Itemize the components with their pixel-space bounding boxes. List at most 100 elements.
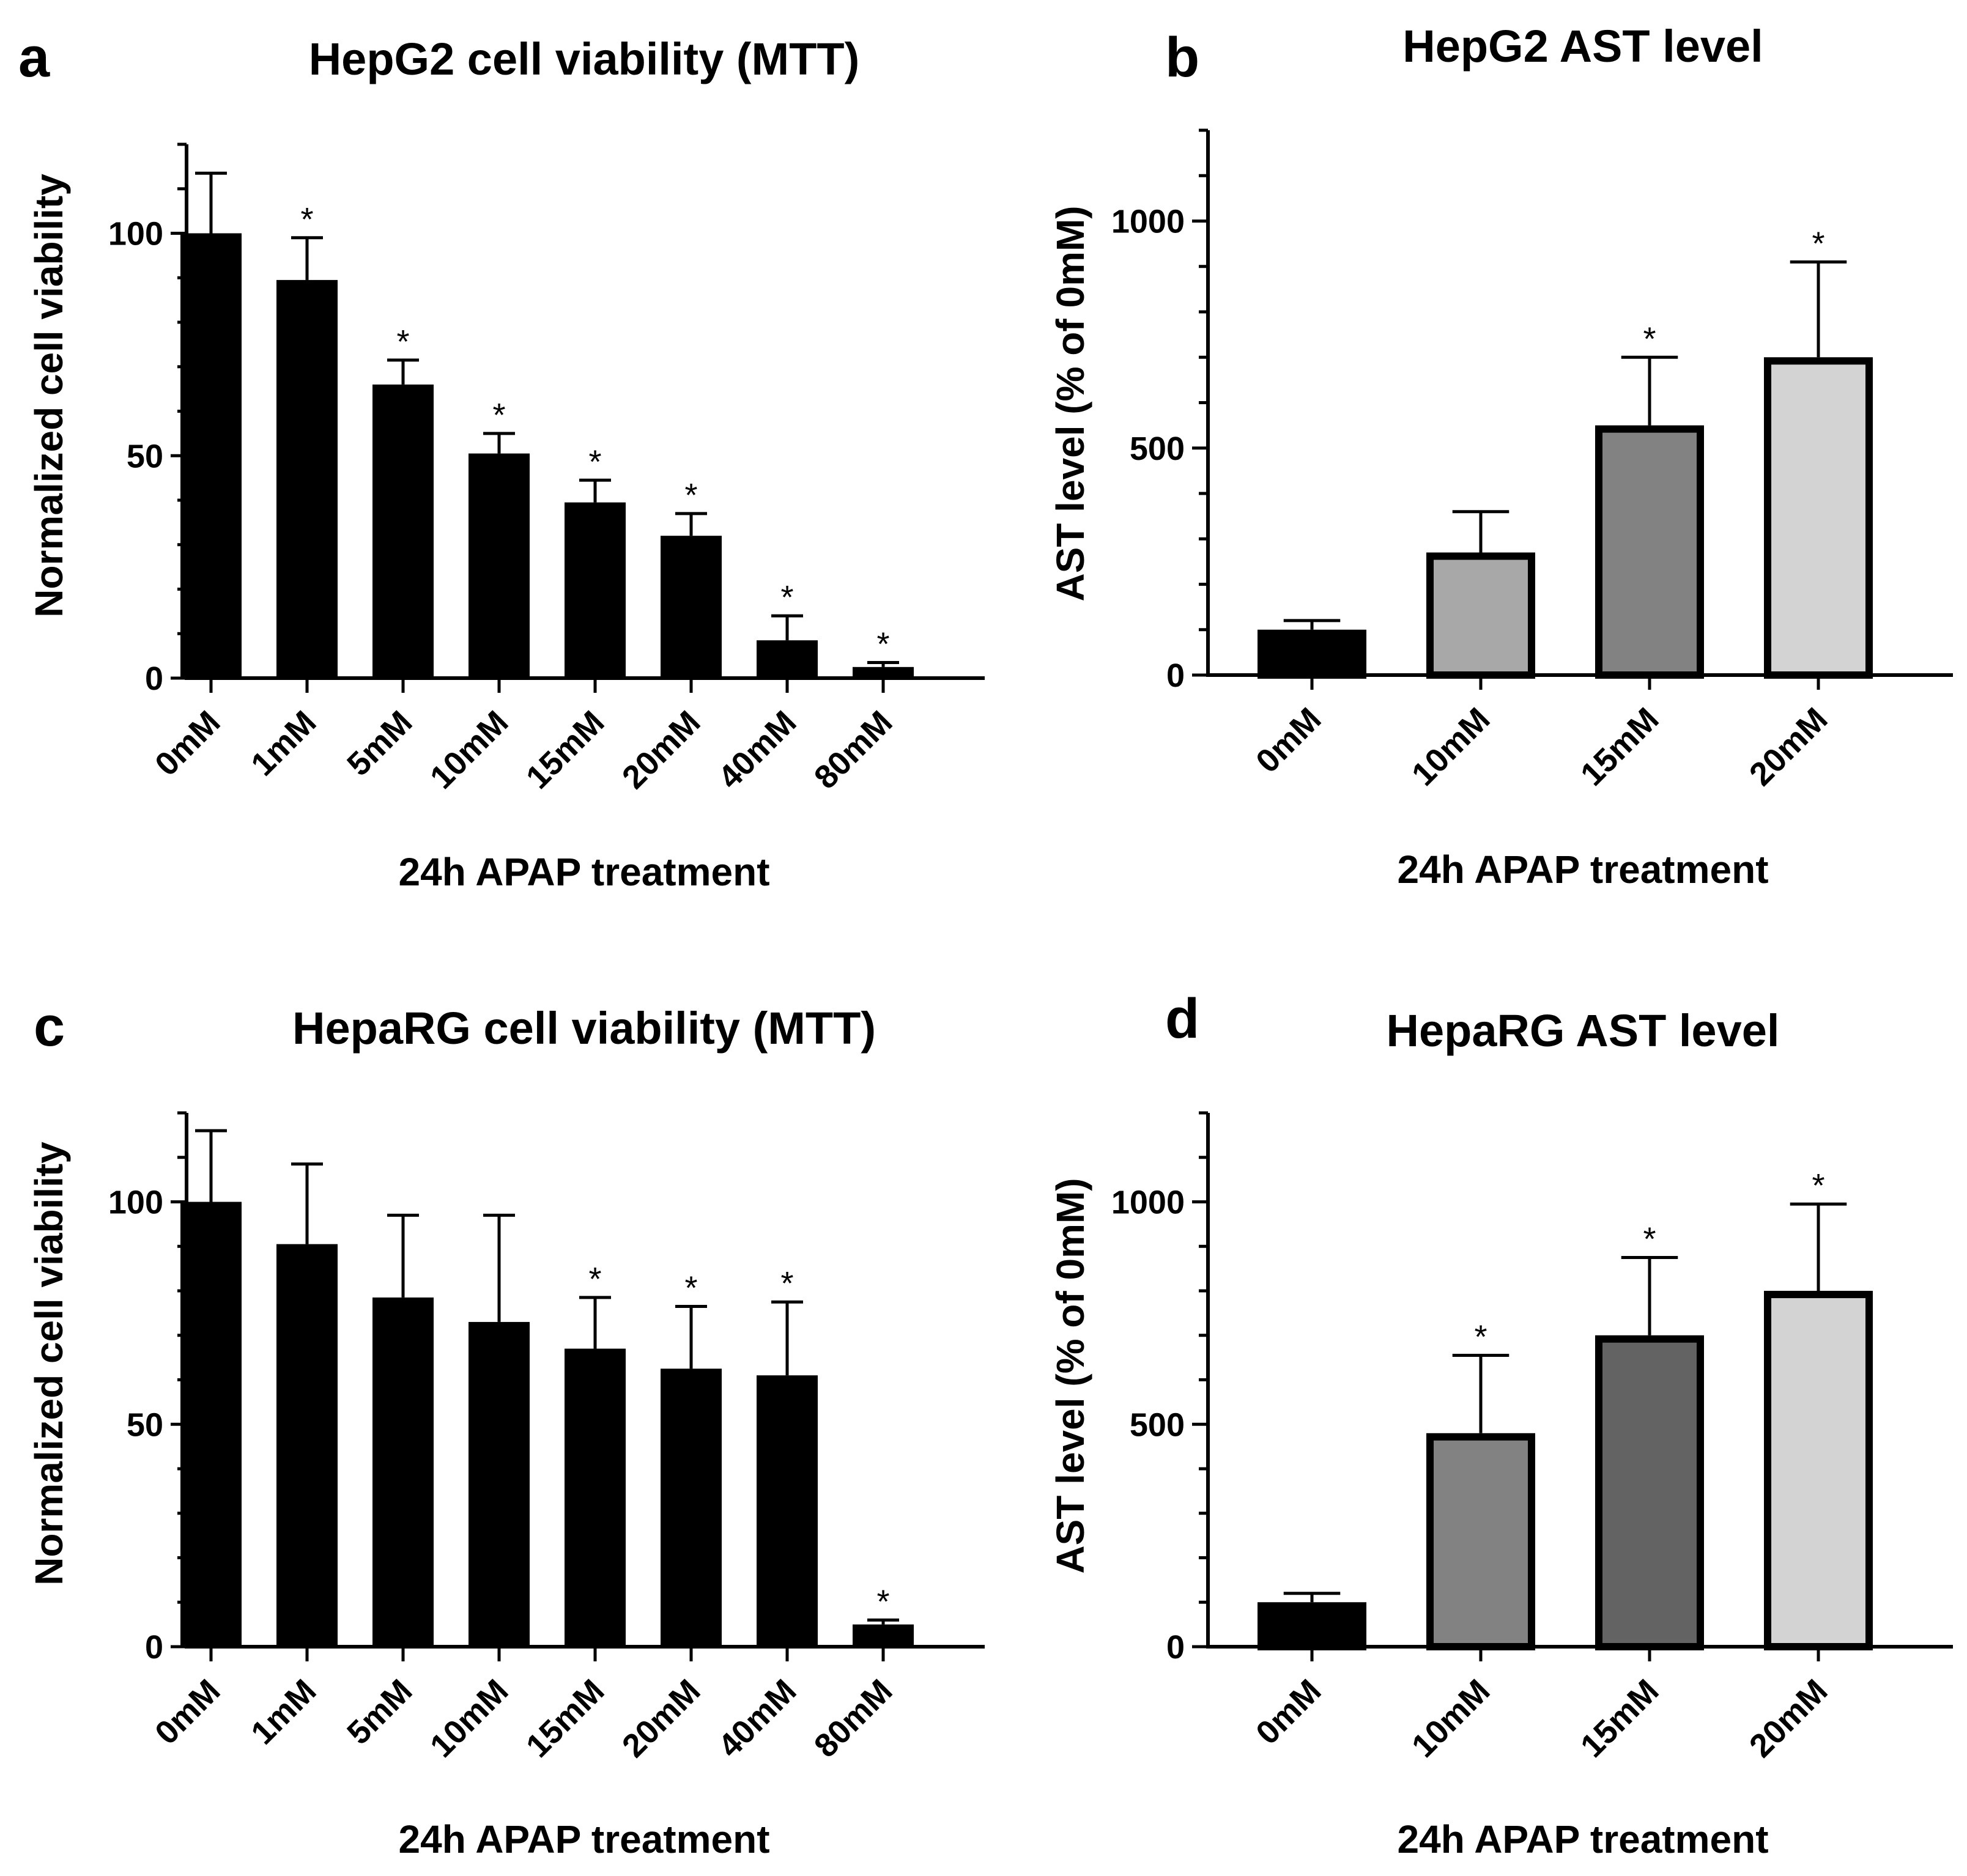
panel-d-xlabel: 24h APAP treatment xyxy=(1398,1817,1769,1861)
panel-c-title: HepaRG cell viability (MTT) xyxy=(292,1003,876,1054)
y-tick-label-d: 1000 xyxy=(1111,1184,1185,1221)
significance-mark-d: * xyxy=(1474,1318,1487,1355)
bar-c xyxy=(469,1321,530,1647)
x-category-label-d: 0mM xyxy=(1249,1672,1328,1751)
x-category-label-c: 20mM xyxy=(615,1672,708,1765)
x-category-label-a: 0mM xyxy=(148,704,227,783)
bar-a xyxy=(853,667,914,678)
bar-a xyxy=(276,279,338,678)
x-category-label-d: 10mM xyxy=(1405,1672,1497,1765)
x-category-label-c: 5mM xyxy=(340,1672,419,1751)
significance-mark-d: * xyxy=(1812,1167,1824,1204)
panel-c-ylabel: Normalized cell viability xyxy=(27,1142,71,1586)
x-category-label-a: 40mM xyxy=(711,704,804,796)
bar-c xyxy=(276,1244,338,1647)
panel-d: d HepaRG AST level AST level (% of 0mM) … xyxy=(1048,988,1953,1861)
x-category-label-b: 20mM xyxy=(1743,701,1835,793)
x-category-label-a: 15mM xyxy=(519,704,612,796)
panel-b-xlabel: 24h APAP treatment xyxy=(1398,848,1769,892)
bar-a xyxy=(180,233,242,678)
x-category-label-b: 0mM xyxy=(1249,701,1328,780)
y-tick-label-a: 100 xyxy=(108,216,163,253)
x-category-label-a: 1mM xyxy=(244,704,323,783)
significance-mark-a: * xyxy=(684,477,697,514)
panel-c-plot: 0 50 100 0mM 1mM 5mM 10mM 15mM * 20mM * 40mM * 80mM * xyxy=(108,1111,985,1765)
significance-mark-c: * xyxy=(876,1583,889,1620)
bar-a xyxy=(469,453,530,678)
panel-b-title: HepG2 AST level xyxy=(1402,21,1763,72)
y-tick-label-b: 1000 xyxy=(1111,204,1185,240)
bar-b xyxy=(1258,629,1366,679)
panel-d-plot: 0 500 1000 0mM 10mM * 15mM * 20mM * xyxy=(1111,1111,1953,1765)
panel-c-xlabel: 24h APAP treatment xyxy=(399,1817,770,1861)
significance-mark-d: * xyxy=(1643,1221,1656,1257)
bar-a xyxy=(565,502,626,678)
bar-c xyxy=(372,1297,434,1647)
bar-c xyxy=(661,1368,722,1647)
x-category-label-c: 80mM xyxy=(807,1672,900,1765)
panel-a-plot: 0 50 100 0mM 1mM * 5mM * 10mM * 15mM * 20mM * 40mM * 80m… xyxy=(108,142,985,796)
bar-b xyxy=(1426,552,1535,679)
panel-d-ylabel: AST level (% of 0mM) xyxy=(1048,1178,1092,1573)
panel-a-title: HepG2 cell viability (MTT) xyxy=(309,34,860,84)
significance-mark-b: * xyxy=(1643,320,1656,357)
panel-a-letter: a xyxy=(18,26,50,89)
x-category-label-b: 10mM xyxy=(1405,701,1497,793)
x-category-label-c: 1mM xyxy=(244,1672,323,1751)
y-tick-label-c: 100 xyxy=(108,1184,163,1221)
significance-mark-a: * xyxy=(492,397,505,434)
bar-b xyxy=(1595,425,1704,679)
bar-a xyxy=(757,640,818,678)
panel-b-plot: 0 500 1000 0mM 10mM 15mM * 20mM * xyxy=(1111,128,1953,793)
x-category-label-c: 40mM xyxy=(711,1672,804,1765)
y-tick-label-c: 50 xyxy=(127,1406,163,1443)
panel-a-ylabel: Normalized cell viability xyxy=(27,174,71,618)
y-tick-label-a: 0 xyxy=(145,660,163,697)
x-category-label-c: 10mM xyxy=(423,1672,516,1765)
significance-mark-a: * xyxy=(300,201,313,238)
panel-a: a HepG2 cell viability (MTT) Normalized … xyxy=(18,26,985,894)
y-tick-label-d: 500 xyxy=(1130,1406,1185,1443)
bar-c xyxy=(853,1624,914,1647)
significance-mark-a: * xyxy=(780,579,793,616)
x-category-label-d: 15mM xyxy=(1574,1672,1666,1765)
bar-d xyxy=(1764,1291,1873,1650)
bar-b xyxy=(1764,357,1873,679)
y-tick-label-b: 0 xyxy=(1166,657,1185,694)
panel-b-letter: b xyxy=(1165,26,1199,89)
x-category-label-a: 80mM xyxy=(807,704,900,796)
panel-b-ylabel: AST level (% of 0mM) xyxy=(1048,205,1092,601)
y-tick-label-c: 0 xyxy=(145,1629,163,1666)
bar-d xyxy=(1426,1433,1535,1651)
panel-c-letter: c xyxy=(34,995,65,1058)
significance-mark-c: * xyxy=(780,1265,793,1302)
bar-a xyxy=(372,384,434,678)
panel-b: b HepG2 AST level AST level (% of 0mM) 2… xyxy=(1048,21,1953,892)
significance-mark-c: * xyxy=(684,1269,697,1306)
significance-mark-a: * xyxy=(588,443,601,480)
significance-mark-c: * xyxy=(588,1261,601,1298)
x-category-label-a: 5mM xyxy=(340,704,419,783)
bar-d xyxy=(1258,1602,1366,1650)
bar-d xyxy=(1595,1335,1704,1650)
x-category-label-c: 0mM xyxy=(148,1672,227,1751)
panel-d-letter: d xyxy=(1165,988,1199,1050)
y-tick-label-d: 0 xyxy=(1166,1629,1185,1666)
bar-c xyxy=(757,1375,818,1647)
y-tick-label-a: 50 xyxy=(127,438,163,475)
x-category-label-c: 15mM xyxy=(519,1672,612,1765)
significance-mark-a: * xyxy=(396,323,409,360)
panel-d-title: HepaRG AST level xyxy=(1387,1005,1780,1056)
x-category-label-a: 20mM xyxy=(615,704,708,796)
bar-a xyxy=(661,536,722,678)
x-category-label-d: 20mM xyxy=(1743,1672,1835,1765)
panel-a-xlabel: 24h APAP treatment xyxy=(399,850,770,894)
panel-c: c HepaRG cell viability (MTT) Normalized… xyxy=(27,995,985,1861)
bar-c xyxy=(565,1348,626,1647)
significance-mark-b: * xyxy=(1812,225,1824,262)
y-tick-label-b: 500 xyxy=(1130,430,1185,467)
x-category-label-a: 10mM xyxy=(423,704,516,796)
x-category-label-b: 15mM xyxy=(1574,701,1666,793)
significance-mark-a: * xyxy=(876,626,889,663)
